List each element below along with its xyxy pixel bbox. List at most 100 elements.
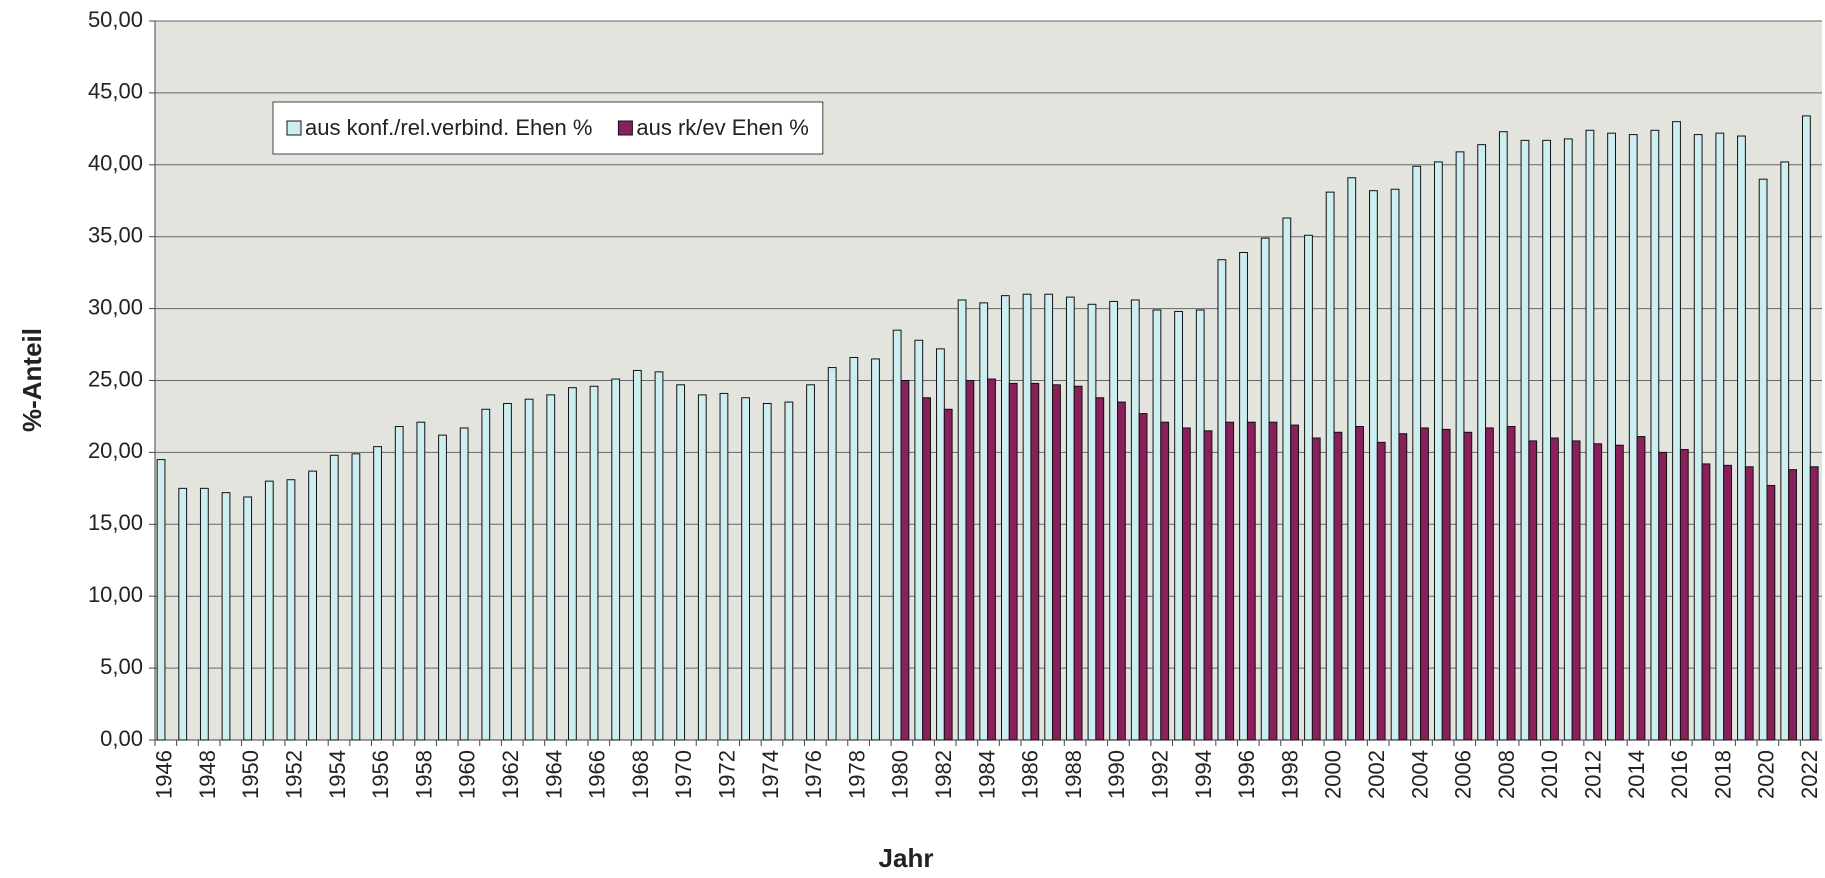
y-tick-label: 15,00 — [88, 510, 143, 535]
bar — [871, 358, 880, 741]
bar — [1095, 397, 1105, 741]
bar — [329, 454, 339, 741]
x-tick-label: 2008 — [1494, 750, 1519, 799]
bar — [156, 459, 166, 741]
bar — [394, 426, 404, 741]
bar — [1758, 178, 1768, 741]
bar — [1412, 165, 1422, 741]
bar — [1304, 234, 1313, 741]
bar — [199, 487, 209, 741]
bar — [957, 299, 967, 741]
bar — [1398, 433, 1408, 741]
bar — [1636, 436, 1646, 741]
bar — [1260, 237, 1270, 741]
bar — [589, 385, 599, 741]
bar — [1333, 431, 1343, 741]
bar — [1282, 217, 1292, 741]
bar — [1347, 177, 1357, 741]
x-tick-label: 1972 — [715, 750, 740, 799]
bar — [1766, 484, 1776, 741]
bar — [178, 487, 188, 741]
x-tick-label: 1976 — [801, 750, 826, 799]
bar — [1737, 135, 1746, 741]
bar — [1225, 421, 1235, 741]
bar — [1593, 443, 1603, 741]
bar — [1498, 131, 1508, 741]
bar — [308, 470, 318, 741]
bar — [1520, 139, 1530, 741]
legend-box — [272, 101, 824, 155]
x-tick-label: 1964 — [541, 750, 566, 799]
x-tick-label: 1958 — [411, 750, 436, 799]
x-tick-label: 1982 — [931, 750, 956, 799]
bar — [1203, 430, 1213, 741]
y-tick-label: 5,00 — [100, 654, 143, 679]
x-tick-label: 2020 — [1754, 750, 1779, 799]
bar — [1138, 413, 1148, 741]
bar — [922, 397, 931, 741]
bar — [1802, 115, 1811, 741]
bar — [632, 369, 642, 741]
bar — [1239, 252, 1248, 741]
x-tick-label: 1966 — [585, 750, 610, 799]
bar — [1117, 401, 1126, 741]
x-tick-label: 1980 — [888, 750, 913, 799]
y-tick-label: 35,00 — [88, 223, 143, 248]
bar — [1044, 293, 1054, 741]
bar — [243, 496, 253, 741]
x-tick-label: 1992 — [1148, 750, 1173, 799]
x-tick-label: 1984 — [974, 750, 999, 799]
bar — [438, 434, 447, 741]
bar — [1788, 469, 1797, 741]
bar — [936, 348, 945, 741]
bar — [1723, 464, 1733, 741]
x-tick-label: 1956 — [368, 750, 393, 799]
bar — [1571, 440, 1581, 741]
x-tick-label: 1960 — [455, 750, 480, 799]
x-tick-label: 2000 — [1321, 750, 1346, 799]
bar — [849, 356, 859, 741]
bar — [1563, 138, 1573, 741]
bar — [1455, 151, 1465, 741]
bar — [654, 371, 664, 741]
bar — [1174, 310, 1183, 741]
bar — [373, 446, 382, 741]
y-tick-label: 45,00 — [88, 79, 143, 104]
y-tick-label: 20,00 — [88, 438, 143, 463]
bar — [943, 408, 953, 741]
bar — [1008, 382, 1018, 741]
bar — [827, 367, 837, 741]
x-tick-label: 2018 — [1710, 750, 1735, 799]
bar — [1420, 427, 1429, 741]
bar — [1463, 431, 1473, 741]
x-tick-label: 2006 — [1451, 750, 1476, 799]
bar — [1195, 309, 1205, 741]
x-tick-label: 2022 — [1797, 750, 1822, 799]
bar — [1485, 427, 1494, 741]
bar — [1325, 191, 1335, 741]
x-tick-label: 1990 — [1104, 750, 1129, 799]
bar — [286, 479, 296, 741]
bar — [416, 421, 426, 741]
bar — [1065, 296, 1075, 741]
bar — [611, 378, 621, 741]
bar — [1073, 385, 1083, 741]
bar — [1614, 444, 1624, 741]
x-tick-label: 1970 — [671, 750, 696, 799]
bar — [1628, 134, 1638, 741]
bar — [1022, 293, 1032, 741]
bar — [676, 384, 686, 741]
y-tick-label: 10,00 — [88, 582, 143, 607]
bar — [221, 492, 231, 741]
bar — [1217, 259, 1227, 741]
y-tick-label: 30,00 — [88, 294, 143, 319]
bar — [987, 378, 996, 741]
bar — [481, 408, 491, 741]
bar — [546, 394, 556, 741]
bar — [1715, 132, 1725, 741]
bar — [1585, 129, 1595, 741]
bar — [1311, 437, 1321, 741]
bar — [1506, 426, 1516, 741]
bar — [1087, 303, 1097, 741]
